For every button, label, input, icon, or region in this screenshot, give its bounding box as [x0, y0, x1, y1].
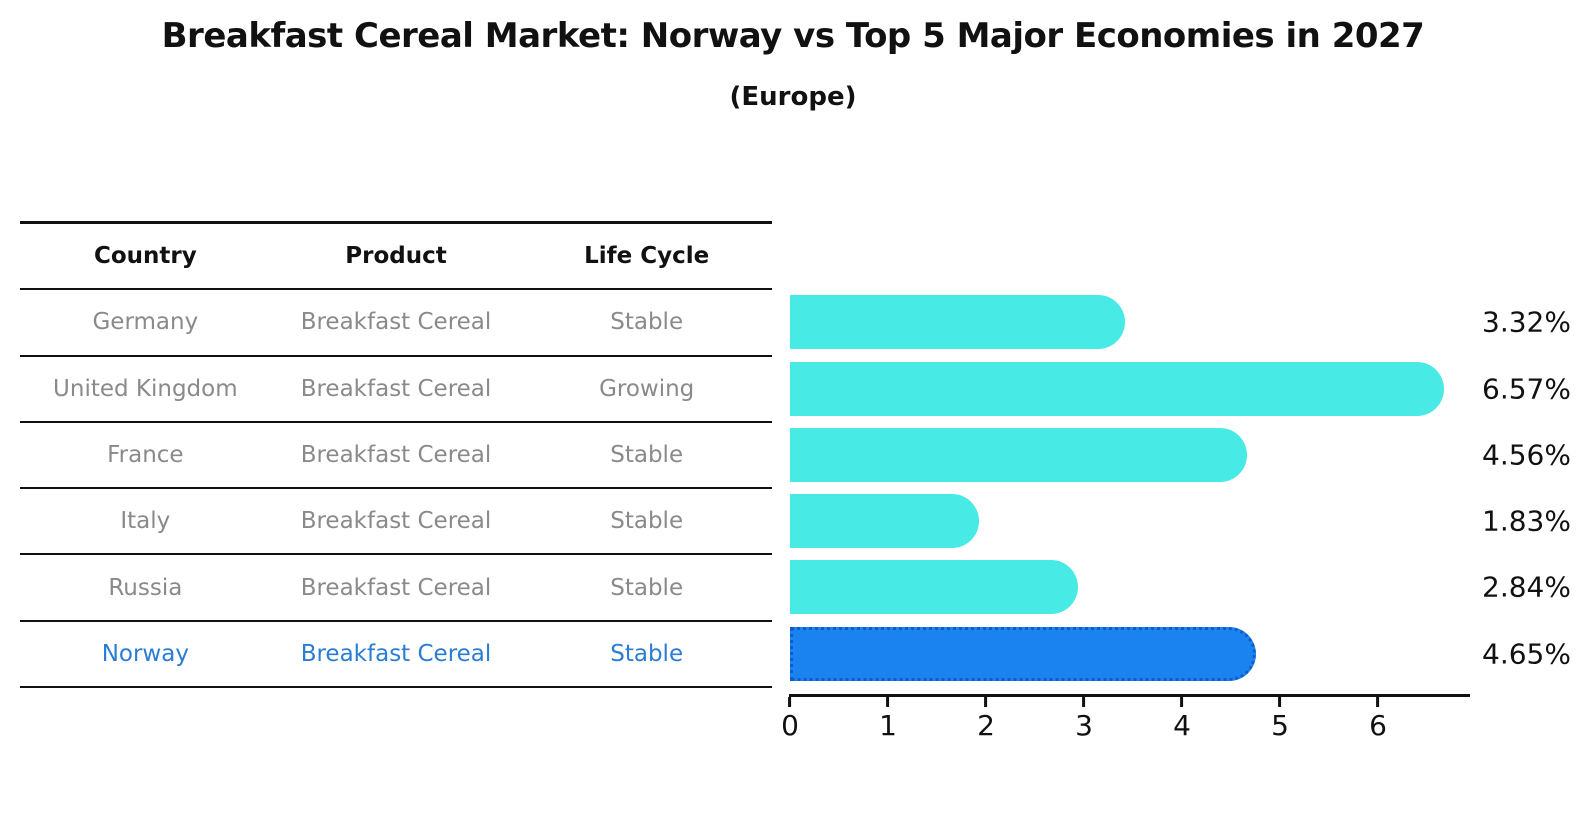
- cell-life-cycle: Stable: [610, 309, 684, 336]
- x-tick-3: 3: [1075, 697, 1093, 742]
- tick-label: 5: [1271, 709, 1289, 742]
- value-label-italy: 1.83%: [1482, 504, 1571, 538]
- cell-life-cycle: Stable: [610, 508, 684, 535]
- table-row-germany: Germany Breakfast Cereal Stable: [20, 290, 772, 357]
- tick-label: 3: [1075, 709, 1093, 742]
- bar-france: [790, 427, 1247, 482]
- cell-life-cycle: Stable: [610, 574, 684, 601]
- tick-label: 4: [1173, 709, 1191, 742]
- cell-product: Breakfast Cereal: [300, 508, 492, 535]
- table-header-row: Country Product Life Cycle: [20, 224, 772, 291]
- x-tick-4: 4: [1173, 697, 1191, 742]
- cell-country: France: [107, 442, 184, 469]
- cell-country: Italy: [120, 508, 171, 535]
- cell-product: Breakfast Cereal: [300, 442, 492, 469]
- cell-country: Norway: [101, 640, 189, 667]
- bar-united-kingdom: [790, 361, 1444, 416]
- value-label-norway: 4.65%: [1482, 637, 1571, 671]
- table-row-russia: Russia Breakfast Cereal Stable: [20, 555, 772, 622]
- table-row-italy: Italy Breakfast Cereal Stable: [20, 489, 772, 556]
- tick-label: 6: [1369, 709, 1387, 742]
- value-label-united-kingdom: 6.57%: [1482, 372, 1571, 405]
- x-tick-2: 2: [977, 697, 995, 742]
- tick-label: 2: [977, 709, 995, 742]
- x-tick-1: 1: [879, 697, 897, 742]
- tick-mark: [1278, 697, 1282, 707]
- value-label-france: 4.56%: [1482, 438, 1571, 472]
- value-label-germany: 3.32%: [1482, 305, 1571, 339]
- column-header-product: Product: [345, 243, 447, 270]
- cell-product: Breakfast Cereal: [300, 309, 492, 336]
- x-axis-line: [789, 694, 1470, 697]
- tick-mark: [1180, 697, 1184, 707]
- tick-mark: [886, 697, 890, 707]
- table-row-france: France Breakfast Cereal Stable: [20, 423, 772, 490]
- cell-life-cycle: Growing: [599, 375, 695, 402]
- cell-product: Breakfast Cereal: [300, 640, 492, 667]
- data-table: Country Product Life Cycle Germany Break…: [20, 221, 772, 689]
- tick-label: 0: [781, 709, 799, 742]
- value-label-russia: 2.84%: [1482, 570, 1571, 604]
- cell-product: Breakfast Cereal: [300, 375, 492, 402]
- tick-mark: [1376, 697, 1380, 707]
- cell-country: United Kingdom: [53, 375, 238, 402]
- tick-mark: [788, 697, 792, 707]
- tick-mark: [984, 697, 988, 707]
- bar-russia: [790, 560, 1079, 615]
- tick-mark: [1082, 697, 1086, 707]
- x-tick-6: 6: [1369, 697, 1387, 742]
- bar-italy: [790, 494, 980, 549]
- column-header-life-cycle: Life Cycle: [584, 243, 710, 270]
- column-header-country: Country: [93, 243, 197, 270]
- cell-life-cycle: Stable: [610, 442, 684, 469]
- tick-label: 1: [879, 709, 897, 742]
- bar-germany: [790, 295, 1126, 350]
- cell-life-cycle: Stable: [610, 640, 684, 667]
- chart-subtitle: (Europe): [729, 82, 857, 112]
- x-tick-0: 0: [781, 697, 799, 742]
- cell-country: Russia: [108, 574, 183, 601]
- cell-country: Germany: [92, 309, 199, 336]
- table-row-norway: Norway Breakfast Cereal Stable: [20, 622, 772, 689]
- bar-norway: [790, 626, 1256, 681]
- table-row-united-kingdom: United Kingdom Breakfast Cereal Growing: [20, 357, 772, 423]
- cell-product: Breakfast Cereal: [300, 574, 492, 601]
- chart-title: Breakfast Cereal Market: Norway vs Top 5…: [161, 16, 1425, 56]
- x-tick-5: 5: [1271, 697, 1289, 742]
